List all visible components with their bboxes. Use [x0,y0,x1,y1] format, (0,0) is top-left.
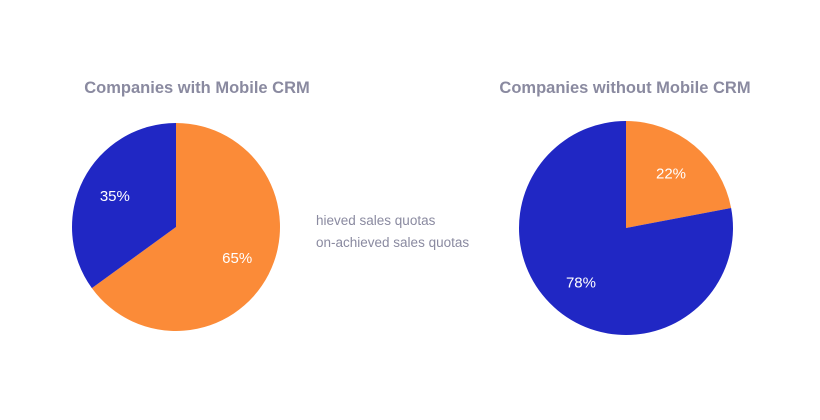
pie-label-achieved: 65% [222,250,252,267]
legend: hieved sales quotas on-achieved sales qu… [316,213,469,250]
pie-slices [72,123,280,332]
legend-item-non-achieved: on-achieved sales quotas [316,235,469,250]
pie-labels: 22% 78% [566,166,686,292]
pie-labels: 65% 35% [100,188,252,267]
pie-slice-non-achieved [519,121,733,336]
pie-chart-without-mobile-crm: Companies without Mobile CRM 22% 78% [499,79,751,336]
pie-label-achieved: 22% [656,166,686,183]
pie-slices [519,121,733,336]
pie-label-non-achieved: 35% [100,188,130,205]
chart-title-without-mobile-crm: Companies without Mobile CRM [499,79,750,97]
legend-item-achieved: hieved sales quotas [316,213,436,228]
pie-chart-with-mobile-crm: Companies with Mobile CRM 65% 35% [72,79,310,332]
pie-slice-non-achieved [72,123,176,289]
pie-slice-achieved [626,121,732,228]
pie-slice-achieved [91,123,280,332]
pie-label-non-achieved: 78% [566,274,596,291]
chart-title-with-mobile-crm: Companies with Mobile CRM [84,79,310,97]
